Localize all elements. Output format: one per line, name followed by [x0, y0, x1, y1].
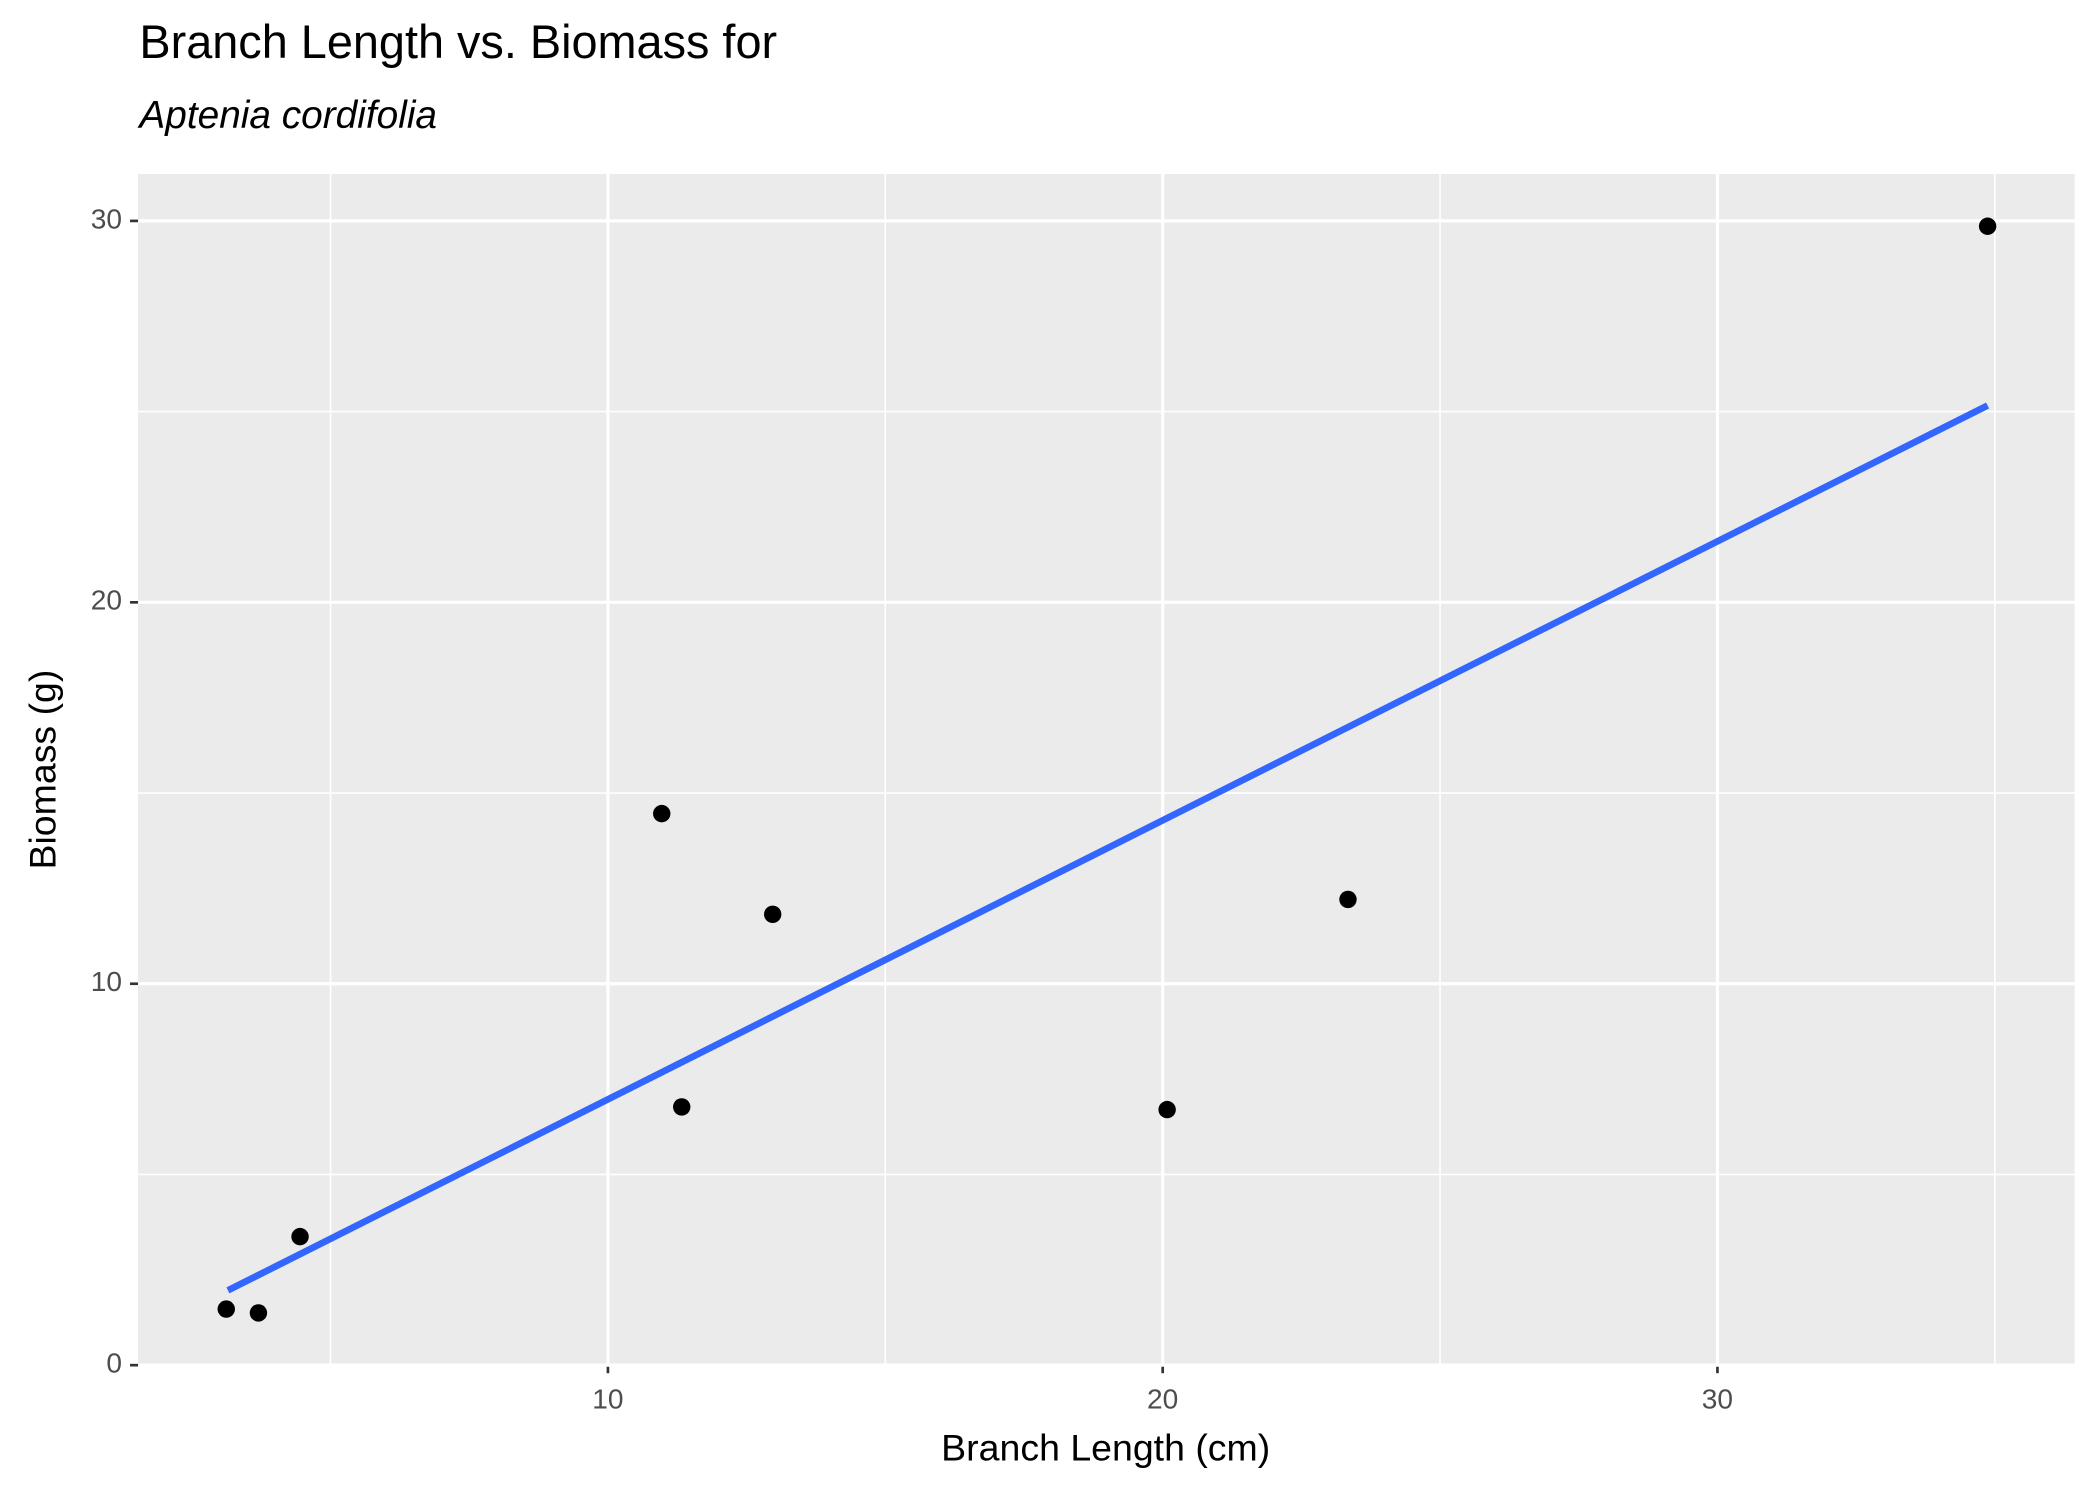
point [653, 804, 671, 823]
point [291, 1227, 309, 1246]
y-tick-label: 20 [91, 585, 122, 616]
panel [138, 173, 2075, 1366]
x-tick-label: 10 [592, 1384, 623, 1415]
trend-line [226, 402, 1990, 1294]
point [673, 1098, 691, 1116]
y-axis-label: Biomass (g) [22, 670, 64, 870]
point [217, 1300, 235, 1318]
chart-title: Branch Length vs. Biomass for [139, 16, 777, 68]
point [1158, 1100, 1176, 1119]
point [763, 905, 782, 924]
chart-subtitle: Aptenia cordifolia [137, 94, 437, 137]
y-tick-label: 30 [91, 203, 122, 234]
y-tick-label: 10 [91, 966, 122, 997]
x-axis-label: Branch Length (cm) [941, 1427, 1270, 1469]
point [249, 1304, 268, 1322]
y-tick-label: 0 [106, 1348, 122, 1379]
x-tick-label: 30 [1702, 1384, 1733, 1415]
point [1339, 890, 1357, 909]
x-tick-label: 20 [1147, 1384, 1178, 1415]
point [1978, 217, 1997, 235]
